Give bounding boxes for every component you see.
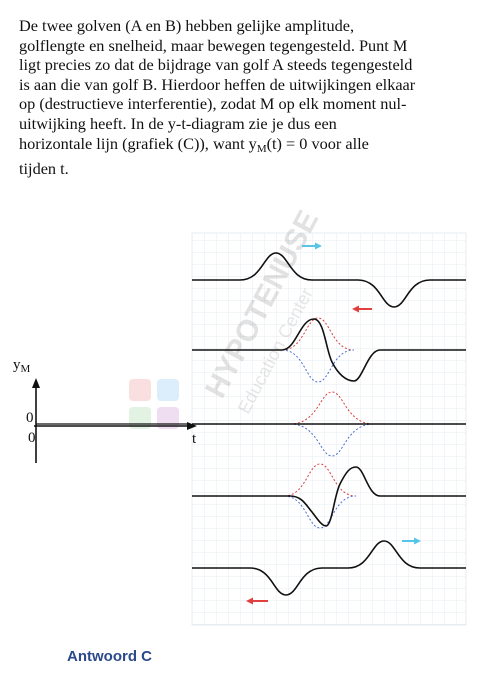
- arrow-right-icon: [402, 537, 421, 545]
- y-axis-label: yM: [13, 357, 31, 375]
- wave-row-2: [192, 318, 466, 382]
- dotted-wave-a: [289, 391, 375, 425]
- answer-label: Antwoord C: [67, 648, 152, 665]
- y-axis-label-symbol: y: [13, 357, 21, 373]
- arrow-right-icon: [302, 242, 322, 250]
- y-axis-label-subscript: M: [21, 363, 31, 375]
- text-line: is aan die van golf B. Hierdoor heffen d…: [19, 74, 416, 94]
- text-line: tijden t.: [19, 159, 69, 179]
- wave-row-5: [192, 540, 466, 596]
- text-line: horizontale lijn (grafiek (C)), want yM(…: [19, 134, 471, 160]
- text-fragment: (t) = 0 voor alle: [266, 133, 369, 153]
- text-line: golflengte en snelheid, maar bewegen teg…: [19, 35, 408, 55]
- explanation-paragraph: De twee golven (A en B) hebben gelijke a…: [19, 16, 471, 179]
- text-fragment: horizontale lijn (grafiek (C)), want y: [19, 133, 257, 153]
- text-line: uitwijking heeft. In de y-t-diagram zie …: [19, 113, 337, 133]
- y-axis-arrow-icon: [32, 378, 40, 388]
- dotted-wave-b: [283, 495, 357, 529]
- text-line: op (destructieve interferentie), zodat M…: [19, 94, 407, 114]
- dotted-wave-a: [283, 463, 357, 497]
- dotted-wave-b: [281, 349, 355, 383]
- t-axis-label: t: [192, 431, 197, 447]
- subscript: M: [256, 142, 267, 155]
- arrow-left-icon: [352, 305, 372, 313]
- zero-label-lower: 0: [28, 430, 36, 446]
- text-line: ligt precies zo dat de bijdrage van golf…: [19, 55, 413, 75]
- dotted-wave-a: [281, 317, 355, 351]
- grid-background: [191, 232, 467, 626]
- zero-label-upper: 0: [26, 410, 34, 426]
- watermark-logo-icon: [129, 379, 179, 429]
- wave-row-1: [192, 252, 466, 308]
- text-line: De twee golven (A en B) hebben gelijke a…: [19, 16, 355, 35]
- wave-row-4: [192, 466, 466, 527]
- arrow-left-icon: [246, 597, 268, 605]
- dotted-wave-b: [289, 423, 375, 457]
